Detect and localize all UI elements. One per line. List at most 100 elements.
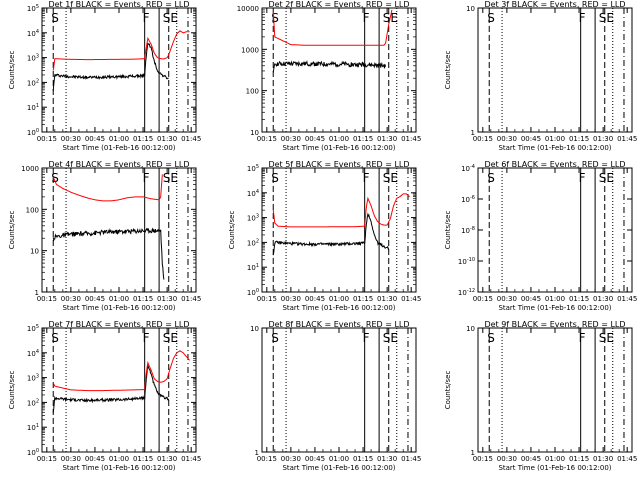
y-axis-label: Counts/sec — [8, 211, 16, 250]
x-axis-label: Start Time (01-Feb-16 00:12:00) — [498, 304, 611, 312]
y-tick-label: 105 — [27, 324, 39, 333]
y-tick-label: 105 — [27, 4, 39, 13]
x-tick-label: 00:30 — [61, 455, 81, 463]
y-tick-label: 100 — [247, 288, 259, 297]
plot-frame — [41, 167, 197, 293]
chart-title: Det 8f BLACK = Events, RED = LLD — [268, 320, 409, 329]
x-tick-label: 01:30 — [593, 135, 613, 143]
y-tick-label: 100 — [27, 128, 39, 137]
x-tick-label: 00:15 — [257, 135, 277, 143]
y-tick-label: 10 — [250, 325, 259, 333]
y-tick-label: 102 — [247, 238, 259, 247]
y-tick-label: 104 — [27, 29, 39, 38]
x-tick-label: 01:00 — [545, 135, 565, 143]
x-tick-label: 00:45 — [85, 455, 105, 463]
x-tick-label: 01:45 — [617, 295, 637, 303]
plot-frame — [477, 167, 633, 293]
events-series-line — [272, 59, 386, 73]
marker-label-s: S — [51, 171, 59, 185]
chart-title: Det 9f BLACK = Events, RED = LLD — [484, 320, 625, 329]
plot-frame — [41, 7, 197, 133]
x-tick-label: 00:30 — [497, 455, 517, 463]
y-tick-label: 10-4 — [461, 164, 475, 173]
x-tick-label: 00:45 — [305, 295, 325, 303]
x-tick-label: 01:15 — [133, 295, 153, 303]
chart-panel-4: Det 4f BLACK = Events, RED = LLD Counts/s… — [8, 160, 201, 312]
x-tick-label: 00:15 — [473, 135, 493, 143]
x-tick-label: 00:30 — [281, 135, 301, 143]
x-tick-label: 01:00 — [329, 135, 349, 143]
x-tick-label: 00:45 — [85, 135, 105, 143]
chart-title: Det 3f BLACK = Events, RED = LLD — [484, 0, 625, 9]
y-tick-label: 1 — [255, 449, 259, 457]
marker-label-se: SE — [163, 11, 178, 25]
x-tick-label: 00:30 — [281, 295, 301, 303]
x-axis-label: Start Time (01-Feb-16 00:12:00) — [282, 144, 395, 152]
x-tick-label: 01:00 — [109, 295, 129, 303]
y-tick-label: 104 — [247, 189, 259, 198]
x-axis-label: Start Time (01-Feb-16 00:12:00) — [62, 304, 175, 312]
x-tick-label: 01:15 — [133, 455, 153, 463]
x-tick-label: 00:45 — [305, 455, 325, 463]
marker-label-s: S — [487, 331, 495, 345]
plot-frame — [261, 7, 417, 133]
marker-label-f: F — [143, 171, 150, 185]
lld-series-line — [52, 350, 190, 392]
x-tick-label: 01:00 — [545, 295, 565, 303]
x-tick-label: 01:45 — [181, 295, 201, 303]
x-tick-label: 00:30 — [281, 455, 301, 463]
marker-label-s: S — [271, 171, 279, 185]
marker-label-f: F — [363, 171, 370, 185]
lld-series-line — [52, 30, 190, 71]
x-axis-label: Start Time (01-Feb-16 00:12:00) — [62, 144, 175, 152]
y-axis-label: Counts/sec — [444, 371, 452, 410]
x-tick-label: 01:30 — [157, 135, 177, 143]
x-tick-label: 00:15 — [37, 295, 57, 303]
marker-label-f: F — [363, 11, 370, 25]
marker-label-se: SE — [599, 171, 614, 185]
x-tick-label: 00:30 — [61, 295, 81, 303]
y-tick-label: 10 — [466, 325, 475, 333]
chart-title: Det 2f BLACK = Events, RED = LLD — [268, 0, 409, 9]
marker-label-f: F — [143, 11, 150, 25]
y-tick-label: 103 — [247, 214, 259, 223]
y-tick-label: 10 — [466, 5, 475, 13]
x-tick-label: 00:45 — [521, 455, 541, 463]
marker-label-f: F — [579, 11, 586, 25]
y-tick-label: 102 — [27, 398, 39, 407]
x-tick-label: 00:45 — [305, 135, 325, 143]
x-tick-label: 01:45 — [401, 295, 421, 303]
marker-label-se: SE — [383, 171, 398, 185]
x-tick-label: 01:30 — [157, 295, 177, 303]
chart-title: Det 7f BLACK = Events, RED = LLD — [48, 320, 189, 329]
marker-label-se: SE — [599, 11, 614, 25]
x-axis-label: Start Time (01-Feb-16 00:12:00) — [282, 464, 395, 472]
x-tick-label: 01:30 — [157, 455, 177, 463]
chart-panel-9: Det 9f BLACK = Events, RED = LLD Counts/s… — [444, 320, 637, 472]
x-tick-label: 01:00 — [329, 455, 349, 463]
x-tick-label: 01:30 — [593, 455, 613, 463]
x-tick-label: 01:30 — [377, 135, 397, 143]
marker-label-se: SE — [163, 171, 178, 185]
x-tick-label: 01:15 — [569, 295, 589, 303]
x-tick-label: 00:45 — [521, 135, 541, 143]
y-tick-label: 101 — [27, 103, 39, 112]
marker-label-s: S — [51, 331, 59, 345]
plot-frame — [477, 327, 633, 453]
marker-label-se: SE — [599, 331, 614, 345]
x-tick-label: 01:45 — [617, 135, 637, 143]
x-tick-label: 01:30 — [377, 455, 397, 463]
y-tick-label: 10-8 — [461, 226, 475, 235]
x-tick-label: 01:45 — [181, 455, 201, 463]
x-tick-label: 01:45 — [401, 455, 421, 463]
y-axis-label: Counts/sec — [228, 211, 236, 250]
chart-panel-8: Det 8f BLACK = Events, RED = LLD 1 10 00:15… — [250, 320, 421, 472]
marker-label-f: F — [363, 331, 370, 345]
x-tick-label: 01:30 — [593, 295, 613, 303]
chart-panel-3: Det 3f BLACK = Events, RED = LLD Counts/s… — [444, 0, 637, 152]
x-tick-label: 00:30 — [497, 135, 517, 143]
marker-label-s: S — [271, 11, 279, 25]
chart-panel-1: Det 1f BLACK = Events, RED = LLD Counts/s… — [8, 0, 201, 152]
x-tick-label: 00:15 — [473, 455, 493, 463]
lld-series-line — [52, 174, 163, 202]
